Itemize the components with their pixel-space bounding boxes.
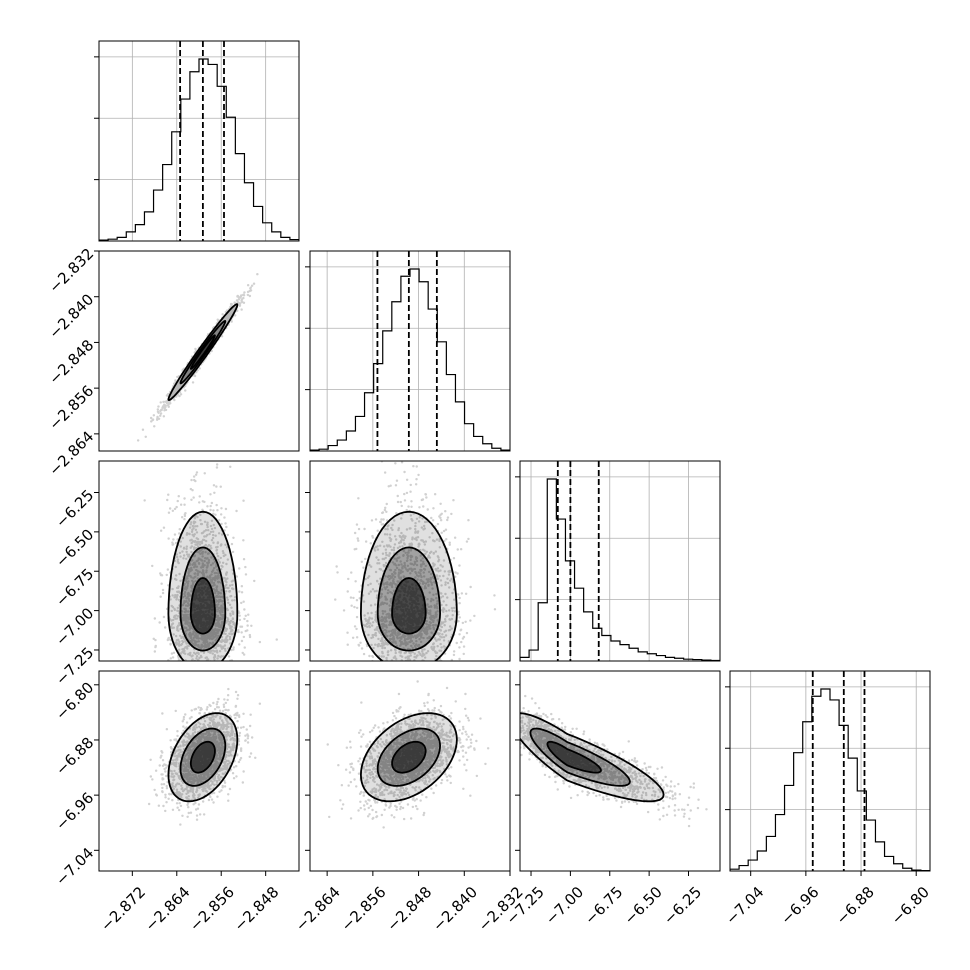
y-tick-label: −2.840 xyxy=(45,290,97,342)
panel-content xyxy=(334,461,497,661)
x-tick-label: −2.840 xyxy=(429,883,481,935)
hist-panel-2 xyxy=(515,460,721,662)
x-tick-label: −6.96 xyxy=(777,883,822,928)
contour-level-2 xyxy=(391,577,427,635)
panel-content xyxy=(520,694,708,828)
y-tick-label: −6.80 xyxy=(52,678,97,723)
contour-level-2 xyxy=(189,334,216,370)
contour-level-2 xyxy=(391,740,427,774)
hist-content xyxy=(520,461,720,661)
hist-frame-0 xyxy=(98,40,300,242)
x-tick-label: −6.75 xyxy=(581,883,626,928)
y-tick-label: −2.864 xyxy=(45,427,97,479)
x-tick-label: −2.856 xyxy=(186,883,238,935)
hist-step-1 xyxy=(310,268,510,451)
hist-frame-2 xyxy=(519,460,721,662)
hist-panel-3 xyxy=(725,670,931,872)
x-tick-label: −7.04 xyxy=(722,883,767,928)
y-tick-label: −6.96 xyxy=(52,789,97,834)
contour-level-2 xyxy=(189,740,216,774)
x-tick-label: −6.80 xyxy=(888,883,933,928)
scatter-panel-2-1 xyxy=(309,460,511,662)
y-tick-label: −7.04 xyxy=(52,844,97,889)
y-tick-label: −6.25 xyxy=(52,486,97,531)
y-tick-label: −6.50 xyxy=(52,526,97,571)
hist-frame-1 xyxy=(309,250,511,452)
y-tick-label: −6.88 xyxy=(52,734,97,779)
hist-content xyxy=(99,41,299,241)
x-tick-label: −2.856 xyxy=(338,883,390,935)
x-tick-label: −7.00 xyxy=(542,883,587,928)
contour-level-2 xyxy=(189,577,216,635)
x-tick-label: −2.864 xyxy=(142,883,194,935)
x-tick-label: −2.872 xyxy=(97,883,149,935)
y-tick-label: −7.25 xyxy=(52,644,97,689)
scatter-panel-3-2 xyxy=(519,670,721,872)
hist-panel-1 xyxy=(305,250,511,452)
y-tick-label: −6.75 xyxy=(52,565,97,610)
panel-frame-3-2 xyxy=(519,670,721,872)
x-tick-label: −2.848 xyxy=(383,883,435,935)
y-tick-label: −2.848 xyxy=(45,336,97,388)
hist-step-3 xyxy=(730,688,930,871)
y-tick-label: −2.856 xyxy=(45,382,97,434)
panel-frame-3-1 xyxy=(309,670,511,872)
x-tick-label: −6.88 xyxy=(833,883,878,928)
panel-frame-1-0 xyxy=(98,250,300,452)
contour-level-2 xyxy=(546,740,602,774)
x-tick-label: −2.848 xyxy=(230,883,282,935)
scatter-panel-1-0 xyxy=(98,250,300,452)
hist-content xyxy=(310,251,510,451)
hist-step-2 xyxy=(520,478,720,661)
y-tick-label: −2.832 xyxy=(45,245,97,297)
hist-content xyxy=(730,671,930,871)
hist-panel-0 xyxy=(94,40,300,242)
scatter-panel-3-1 xyxy=(309,670,511,872)
hist-frame-3 xyxy=(729,670,931,872)
panel-content xyxy=(143,463,278,661)
panel-frame-3-0 xyxy=(98,670,300,872)
x-tick-label: −6.25 xyxy=(660,883,705,928)
x-tick-label: −6.50 xyxy=(621,883,666,928)
panel-content xyxy=(136,273,259,442)
panel-content xyxy=(326,680,490,829)
hist-step-0 xyxy=(99,58,299,241)
scatter-panel-2-0 xyxy=(98,460,300,662)
panel-frame-2-1 xyxy=(309,460,511,662)
scatter-panel-3-0 xyxy=(98,670,300,872)
panel-frame-2-0 xyxy=(98,460,300,662)
panel-content xyxy=(147,687,262,826)
x-tick-label: −2.864 xyxy=(292,883,344,935)
y-tick-label: −7.00 xyxy=(52,604,97,649)
